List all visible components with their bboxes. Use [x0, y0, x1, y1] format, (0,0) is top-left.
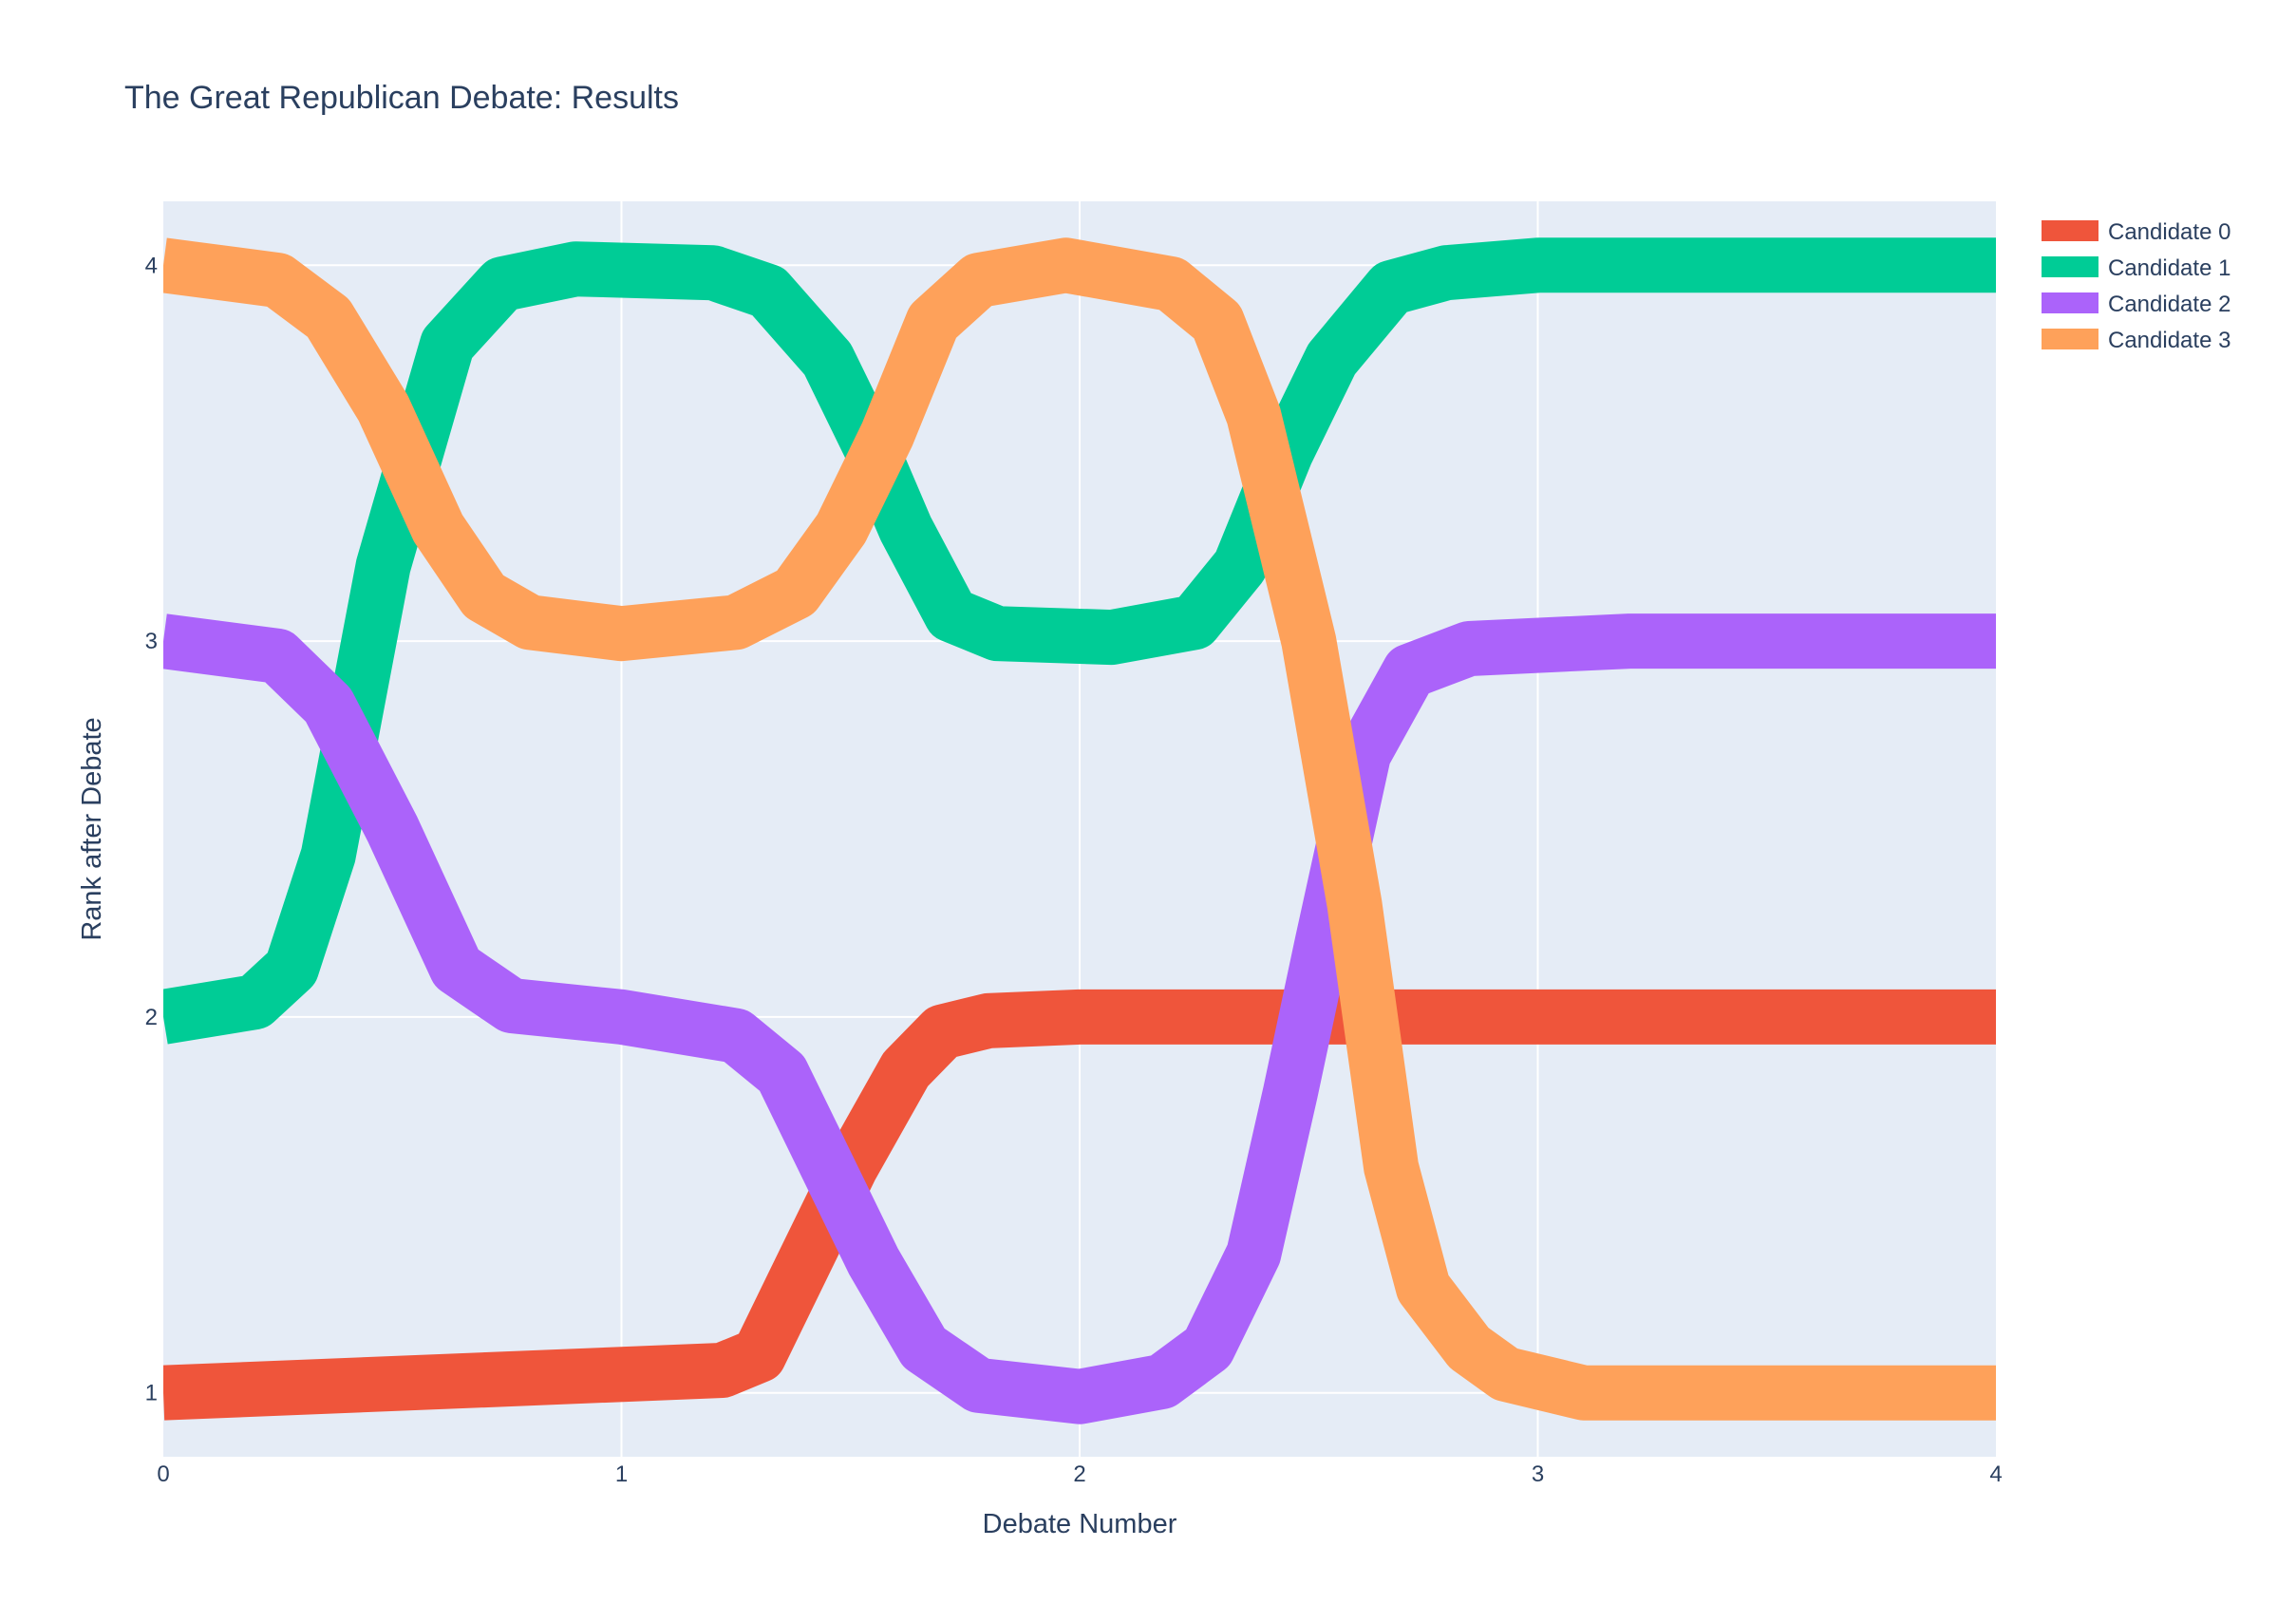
legend-item-candidate-1[interactable]: Candidate 1: [2042, 255, 2230, 281]
x-tick-label: 0: [157, 1462, 169, 1487]
legend-swatch: [2042, 256, 2098, 277]
y-tick-label: 3: [145, 629, 158, 654]
x-tick-label: 4: [1989, 1462, 2002, 1487]
legend-label: Candidate 0: [2108, 219, 2230, 245]
series-line-candidate-2[interactable]: [163, 613, 1996, 1424]
x-tick-label: 1: [615, 1462, 628, 1487]
x-tick-label: 3: [1532, 1462, 1544, 1487]
chart-title: The Great Republican Debate: Results: [124, 80, 679, 116]
x-axis-ticks: 0 1 2 3 4: [157, 1462, 2002, 1487]
y-tick-label: 2: [145, 1005, 158, 1030]
legend-item-candidate-0[interactable]: Candidate 0: [2042, 219, 2230, 245]
legend-swatch: [2042, 220, 2098, 241]
y-axis-ticks: 1 2 3 4: [145, 253, 158, 1405]
legend-swatch: [2042, 292, 2098, 313]
legend-label: Candidate 1: [2108, 255, 2230, 281]
legend-item-candidate-3[interactable]: Candidate 3: [2042, 328, 2230, 353]
x-axis-title: Debate Number: [983, 1509, 1177, 1539]
y-tick-label: 1: [145, 1381, 158, 1406]
legend-item-candidate-2[interactable]: Candidate 2: [2042, 292, 2230, 317]
legend[interactable]: Candidate 0 Candidate 1 Candidate 2 Candida…: [2042, 219, 2230, 353]
legend-label: Candidate 3: [2108, 328, 2230, 353]
y-axis-title: Rank after Debate: [77, 717, 107, 940]
x-tick-label: 2: [1073, 1462, 1085, 1487]
legend-label: Candidate 2: [2108, 292, 2230, 317]
series-line-candidate-0[interactable]: [163, 989, 1996, 1421]
y-tick-label: 4: [145, 253, 158, 278]
series-line-candidate-3[interactable]: [163, 237, 1996, 1421]
series-lines: [163, 237, 1996, 1424]
legend-swatch: [2042, 329, 2098, 349]
